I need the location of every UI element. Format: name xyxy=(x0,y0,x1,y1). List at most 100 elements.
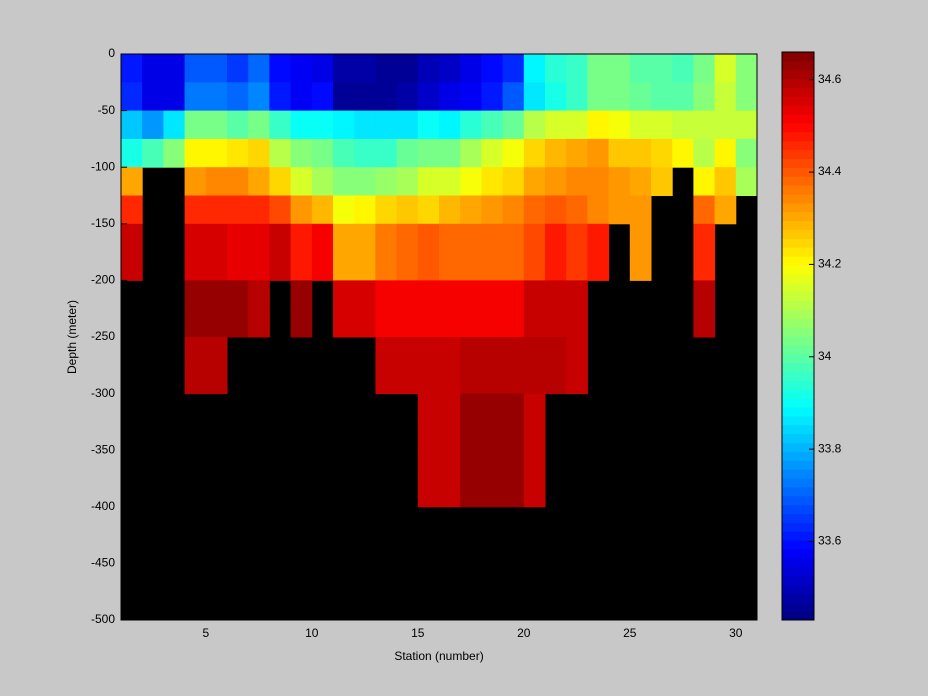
colorbar-swatch xyxy=(782,87,814,97)
heatmap-cell xyxy=(672,82,694,112)
heatmap-cell xyxy=(439,478,461,508)
colorbar-tick-label: 34.4 xyxy=(818,164,842,178)
heatmap-cell xyxy=(290,167,313,196)
heatmap-cell xyxy=(693,308,716,338)
colorbar-swatch xyxy=(782,353,814,364)
heatmap-cell xyxy=(672,110,694,140)
heatmap-cell xyxy=(481,450,504,479)
colorbar-swatch xyxy=(782,211,814,222)
heatmap-cell xyxy=(375,54,398,83)
heatmap-cell xyxy=(417,54,440,83)
heatmap-cell xyxy=(523,365,546,395)
heatmap-cell xyxy=(545,110,567,140)
heatmap-cell xyxy=(714,82,737,112)
heatmap-cell xyxy=(248,82,270,112)
heatmap-cell xyxy=(629,54,652,83)
heatmap-cell xyxy=(439,421,461,451)
heatmap-cell xyxy=(545,138,567,168)
heatmap-cell xyxy=(439,280,461,310)
heatmap-cell xyxy=(481,252,504,281)
heatmap-cell xyxy=(502,252,525,281)
heatmap-cell xyxy=(205,110,228,140)
heatmap-cell xyxy=(417,308,440,338)
heatmap-cell xyxy=(396,110,419,140)
heatmap-cell xyxy=(417,252,440,281)
heatmap-cell xyxy=(354,308,376,338)
x-tick-label: 25 xyxy=(623,626,637,640)
heatmap-cell xyxy=(354,252,376,281)
heatmap-cell xyxy=(205,195,228,225)
heatmap-cell xyxy=(396,195,419,225)
heatmap-cell xyxy=(693,280,716,310)
heatmap-cell xyxy=(439,450,461,479)
colorbar-swatch xyxy=(782,158,814,168)
heatmap-cell xyxy=(460,280,482,310)
colorbar-swatch xyxy=(782,336,814,346)
heatmap-cell xyxy=(545,54,567,83)
heatmap-cell xyxy=(375,167,398,196)
heatmap-cell xyxy=(693,252,716,281)
heatmap-cell xyxy=(269,54,292,83)
colorbar-swatch xyxy=(782,513,814,523)
heatmap-cell xyxy=(693,195,716,225)
heatmap-cell xyxy=(205,365,228,395)
heatmap-cell xyxy=(502,223,525,253)
heatmap-cell xyxy=(439,223,461,253)
heatmap-cell xyxy=(290,223,313,253)
heatmap-cell xyxy=(502,337,525,366)
heatmap-cell xyxy=(396,167,419,196)
heatmap-cell xyxy=(587,167,610,196)
heatmap-cell xyxy=(269,110,292,140)
heatmap-cell xyxy=(439,138,461,168)
heatmap-cell xyxy=(375,308,398,338)
colorbar-swatch xyxy=(782,78,814,88)
heatmap-cell xyxy=(566,138,588,168)
heatmap-cell xyxy=(417,82,440,112)
heatmap-cell xyxy=(502,110,525,140)
colorbar-swatch xyxy=(782,504,814,514)
y-tick-label: 0 xyxy=(108,46,115,60)
heatmap-cell xyxy=(523,421,546,451)
heatmap-cell xyxy=(417,138,440,168)
heatmap-cell xyxy=(248,252,270,281)
heatmap-cell xyxy=(205,337,228,366)
heatmap-cell xyxy=(142,138,164,168)
heatmap-cell xyxy=(545,252,567,281)
colorbar-swatch xyxy=(782,327,814,337)
heatmap-cell xyxy=(523,195,546,225)
heatmap-cell xyxy=(417,280,440,310)
heatmap-cell xyxy=(502,280,525,310)
heatmap-cell xyxy=(714,167,737,196)
heatmap-cell xyxy=(545,167,567,196)
heatmap-cell xyxy=(205,252,228,281)
heatmap-cell xyxy=(566,82,588,112)
heatmap-cell xyxy=(735,82,758,112)
heatmap-cell xyxy=(227,54,249,83)
heatmap-cell xyxy=(439,308,461,338)
heatmap-cell xyxy=(566,223,588,253)
colorbar-tick-label: 33.6 xyxy=(818,534,842,548)
heatmap-cell xyxy=(248,167,270,196)
heatmap-cell xyxy=(502,167,525,196)
heatmap-cell xyxy=(651,82,673,112)
heatmap-cell xyxy=(460,252,482,281)
heatmap-cell xyxy=(693,167,716,196)
heatmap-cell xyxy=(205,223,228,253)
heatmap-cell xyxy=(460,450,482,479)
colorbar-swatch xyxy=(782,60,814,71)
heatmap-cell xyxy=(735,138,758,168)
colorbar-swatch xyxy=(782,167,814,177)
heatmap-cell xyxy=(629,110,652,140)
heatmap-cell xyxy=(396,252,419,281)
heatmap-cell xyxy=(460,393,482,423)
colorbar-swatch xyxy=(782,478,814,488)
heatmap-cell xyxy=(417,365,440,395)
heatmap-cell xyxy=(354,110,376,140)
heatmap-cell xyxy=(184,138,207,168)
colorbar-swatch xyxy=(782,566,814,577)
heatmap-cell xyxy=(502,82,525,112)
y-tick-label: -250 xyxy=(91,329,115,343)
heatmap-cell xyxy=(523,110,546,140)
heatmap-cell xyxy=(121,54,143,83)
heatmap-cell xyxy=(121,252,143,281)
